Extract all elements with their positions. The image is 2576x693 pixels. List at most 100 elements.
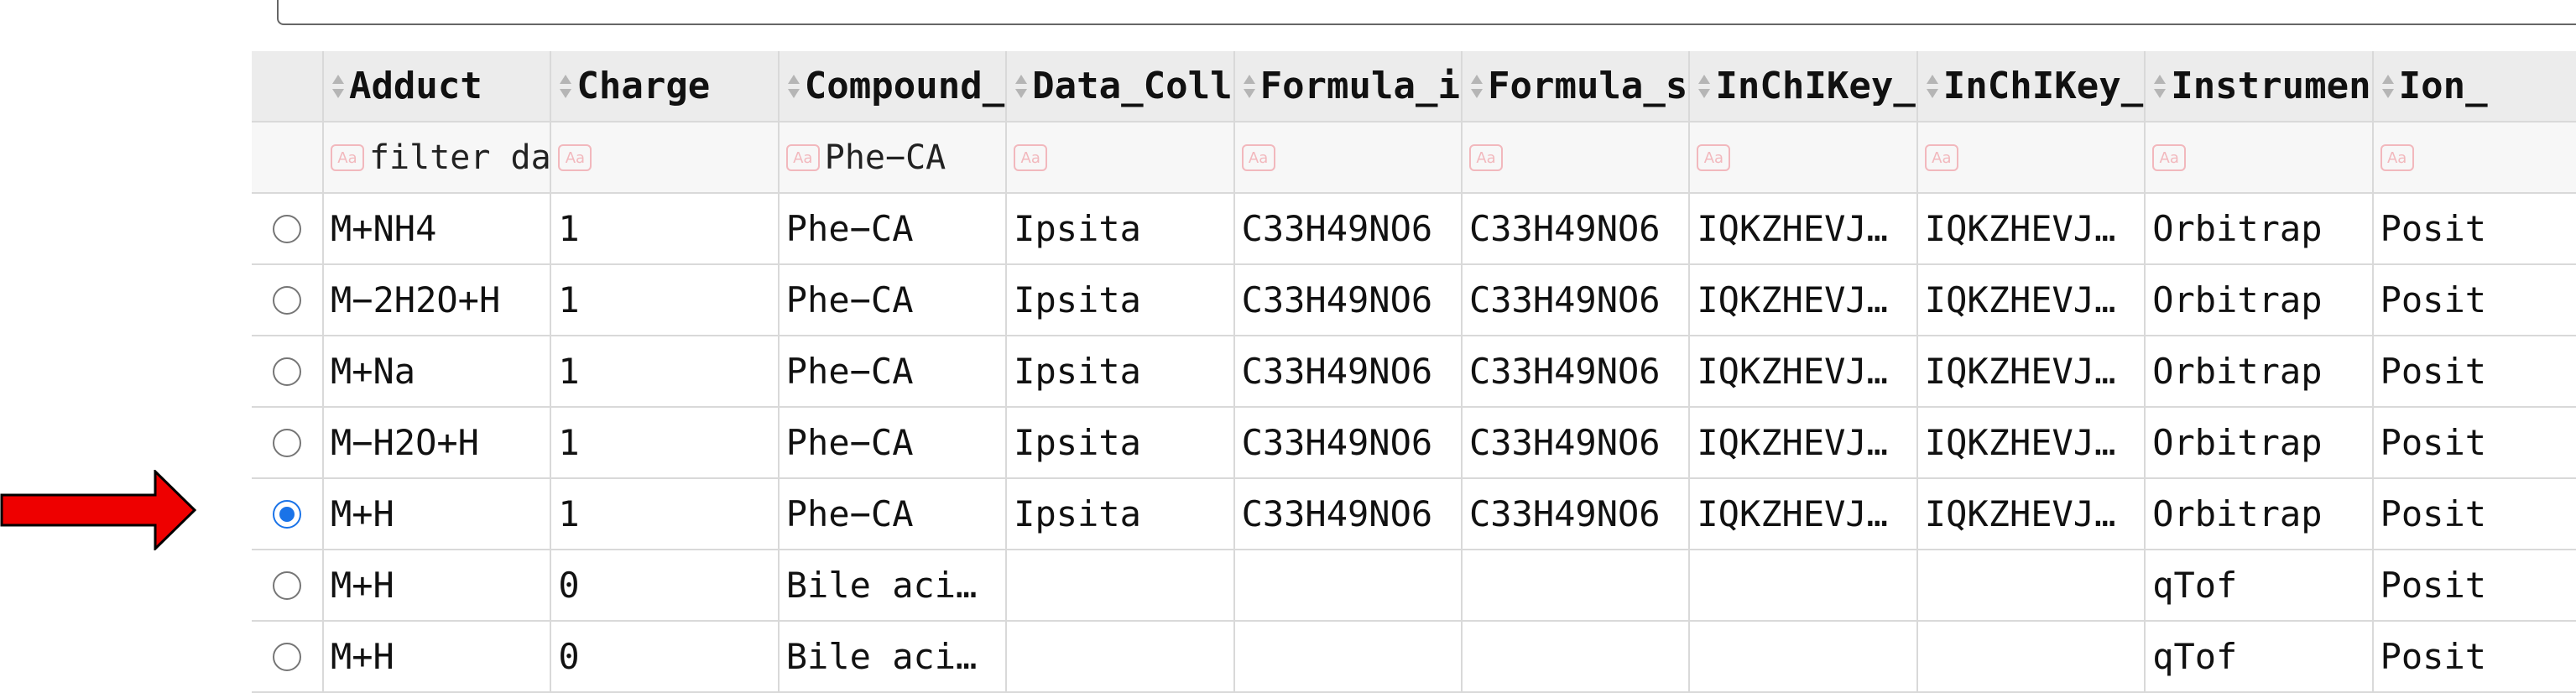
table-cell: IQKZHEVJ…: [1690, 408, 1918, 477]
top-input-box[interactable]: [277, 0, 2576, 25]
table-cell: [1463, 550, 1691, 620]
sort-icon[interactable]: [786, 71, 801, 102]
table-cell: [1007, 622, 1235, 691]
aa-filter-icon: Aa: [1241, 143, 1275, 171]
table-cell: M+Na: [324, 336, 552, 406]
column-header[interactable]: InChIKey_: [1918, 51, 2146, 121]
column-header[interactable]: InChIKey_: [1690, 51, 1918, 121]
table-cell: Orbitrap: [2146, 265, 2374, 335]
column-header[interactable]: Formula_s: [1463, 51, 1691, 121]
row-radio-button[interactable]: [272, 428, 301, 457]
table-cell: qTof: [2146, 550, 2374, 620]
table-cell: IQKZHEVJ…: [1690, 265, 1918, 335]
row-radio-button[interactable]: [272, 571, 301, 600]
table-cell: 0: [551, 550, 780, 620]
table-cell: Posit: [2374, 479, 2576, 549]
table-cell: Phe−CA: [780, 408, 1008, 477]
table-cell: C33H49NO6: [1235, 479, 1463, 549]
column-header[interactable]: Formula_i: [1235, 51, 1463, 121]
row-select-cell[interactable]: [252, 194, 324, 263]
sort-icon[interactable]: [1242, 71, 1257, 102]
column-filter: Aa: [1235, 122, 1463, 192]
table-row[interactable]: M+H 1 Phe−CA Ipsita C33H49NO6 C33H49NO6 IQKZHE…: [252, 479, 2576, 550]
table-cell: 1: [551, 336, 780, 406]
aa-filter-icon: Aa: [330, 143, 364, 171]
filter-input[interactable]: [368, 138, 550, 177]
column-filter: Aa: [1007, 122, 1235, 192]
sort-icon[interactable]: [2380, 71, 2396, 102]
table-row[interactable]: M+NH4 1 Phe−CA Ipsita C33H49NO6 C33H49NO6 IQKZ…: [252, 194, 2576, 265]
row-radio-button[interactable]: [272, 642, 301, 671]
row-select-cell[interactable]: [252, 550, 324, 620]
table-cell: C33H49NO6: [1235, 265, 1463, 335]
table-cell: [1235, 622, 1463, 691]
table-cell: C33H49NO6: [1235, 336, 1463, 406]
table-cell: C33H49NO6: [1463, 194, 1691, 263]
column-filter: Aa: [1918, 122, 2146, 192]
table-cell: Orbitrap: [2146, 408, 2374, 477]
column-header[interactable]: Compound_: [780, 51, 1008, 121]
row-select-cell[interactable]: [252, 479, 324, 549]
table-cell: Ipsita: [1007, 265, 1235, 335]
table-cell: C33H49NO6: [1463, 408, 1691, 477]
row-radio-button[interactable]: [272, 214, 301, 243]
table-cell: IQKZHEVJ…: [1690, 479, 1918, 549]
sort-icon[interactable]: [2152, 71, 2167, 102]
sort-icon[interactable]: [558, 71, 573, 102]
table-row[interactable]: M−H2O+H 1 Phe−CA Ipsita C33H49NO6 C33H49NO6 IQ…: [252, 408, 2576, 479]
column-header[interactable]: Data_Coll: [1007, 51, 1235, 121]
row-radio-button[interactable]: [272, 499, 301, 529]
filter-input[interactable]: [1052, 138, 1233, 177]
column-filter: Aa: [780, 122, 1008, 192]
row-select-cell[interactable]: [252, 622, 324, 691]
table-cell: Posit: [2374, 622, 2576, 691]
sort-icon[interactable]: [1014, 71, 1029, 102]
column-header-label: InChIKey_: [1942, 65, 2144, 107]
table-cell: 1: [551, 479, 780, 549]
sort-icon[interactable]: [331, 71, 346, 102]
column-header-label: Data_Coll: [1032, 65, 1233, 107]
column-header[interactable]: Ion_: [2374, 51, 2576, 121]
aa-filter-icon: Aa: [558, 143, 592, 171]
table-cell: C33H49NO6: [1235, 194, 1463, 263]
table-cell: [1690, 622, 1918, 691]
row-radio-button[interactable]: [272, 285, 301, 315]
table-cell: Orbitrap: [2146, 336, 2374, 406]
table-cell: Posit: [2374, 194, 2576, 263]
filter-input[interactable]: [824, 138, 1006, 177]
aa-filter-icon: Aa: [1468, 143, 1503, 171]
row-select-cell[interactable]: [252, 408, 324, 477]
table-cell: [1007, 550, 1235, 620]
column-header[interactable]: Adduct: [324, 51, 552, 121]
table-row[interactable]: M+H 0 Bile aci… qTof Posit: [252, 622, 2576, 693]
sort-icon[interactable]: [1925, 71, 1940, 102]
table-row[interactable]: M−2H2O+H 1 Phe−CA Ipsita C33H49NO6 C33H49NO6 I…: [252, 265, 2576, 336]
filter-input[interactable]: [597, 138, 778, 177]
filter-input[interactable]: [1735, 138, 1916, 177]
column-header[interactable]: Instrumen: [2146, 51, 2374, 121]
data-table: Adduct Charge Compound_ Data_Coll Formula_i F…: [252, 51, 2576, 693]
table-cell: Bile aci…: [780, 550, 1008, 620]
filter-input[interactable]: [1963, 138, 2145, 177]
column-header-label: Adduct: [348, 65, 482, 107]
table-cell: Bile aci…: [780, 622, 1008, 691]
table-cell: IQKZHEVJ…: [1918, 265, 2146, 335]
column-header[interactable]: Charge: [551, 51, 780, 121]
filter-input[interactable]: [1507, 138, 1689, 177]
sort-icon[interactable]: [1469, 71, 1484, 102]
sort-icon[interactable]: [1697, 71, 1712, 102]
column-filter: Aa: [551, 122, 780, 192]
filter-input[interactable]: [1280, 138, 1461, 177]
filter-input[interactable]: [2418, 138, 2576, 177]
table-cell: Posit: [2374, 408, 2576, 477]
row-select-cell[interactable]: [252, 265, 324, 335]
table-row[interactable]: M+Na 1 Phe−CA Ipsita C33H49NO6 C33H49NO6 IQKZH…: [252, 336, 2576, 408]
filter-input[interactable]: [2191, 138, 2372, 177]
table-row[interactable]: M+H 0 Bile aci… qTof Posit: [252, 550, 2576, 622]
column-filter: Aa: [1690, 122, 1918, 192]
row-radio-button[interactable]: [272, 357, 301, 386]
column-header-label: Instrumen: [2171, 65, 2371, 107]
table-cell: Ipsita: [1007, 194, 1235, 263]
row-select-cell[interactable]: [252, 336, 324, 406]
table-cell: C33H49NO6: [1235, 408, 1463, 477]
